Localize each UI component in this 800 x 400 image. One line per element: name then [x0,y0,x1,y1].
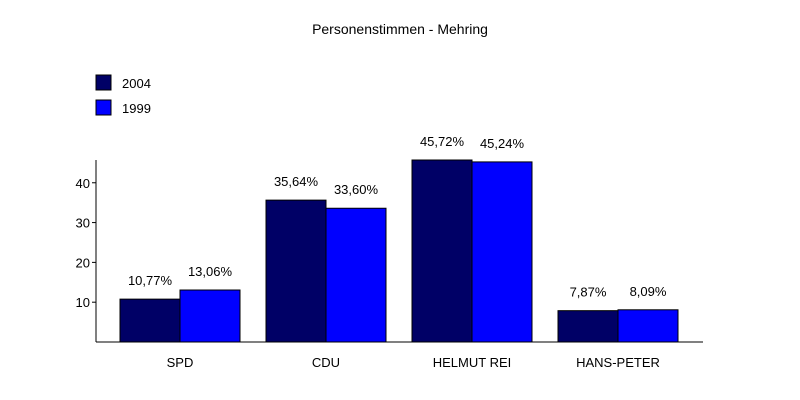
bar-1999-spd [179,289,241,343]
x-tick-label: CDU [312,355,340,370]
x-tick-label: SPD [167,355,194,370]
legend-swatch-1999 [95,99,112,116]
bar-2004-helmut-rei [411,159,473,343]
chart-title: Personenstimmen - Mehring [312,21,488,37]
x-axis-labels: SPD CDU HELMUT REI HANS-PETER [167,355,660,370]
legend-swatch-2004 [95,74,112,91]
x-tick-label: HELMUT REI [433,355,512,370]
data-label: 45,24% [480,136,525,151]
bar-1999-cdu [325,207,387,343]
data-label: 10,77% [128,273,173,288]
data-label: 13,06% [188,264,233,279]
y-tick-label: 30 [76,216,90,231]
x-tick-label: HANS-PETER [576,355,660,370]
bar-2004-cdu [265,199,327,343]
value-labels: 10,77% 13,06% 35,64% 33,60% 45,72% 45,24% 7,87… [128,134,667,300]
legend-label-2004: 2004 [122,76,151,91]
data-label: 7,87% [570,285,607,300]
data-label: 33,60% [334,182,379,197]
data-label: 45,72% [420,134,465,149]
bar-2004-hans-peter [557,310,619,343]
legend-label-1999: 1999 [122,101,151,116]
bar-1999-hans-peter [617,309,679,343]
y-axis-labels: 10 20 30 40 [76,176,90,310]
y-tick-label: 40 [76,176,90,191]
bar-2004-spd [119,298,181,343]
data-label: 8,09% [630,284,667,299]
y-tick-label: 10 [76,295,90,310]
data-label: 35,64% [274,174,319,189]
y-tick-label: 20 [76,255,90,270]
bars [119,159,679,343]
bar-1999-helmut-rei [471,161,533,343]
legend: 2004 1999 [95,74,151,116]
